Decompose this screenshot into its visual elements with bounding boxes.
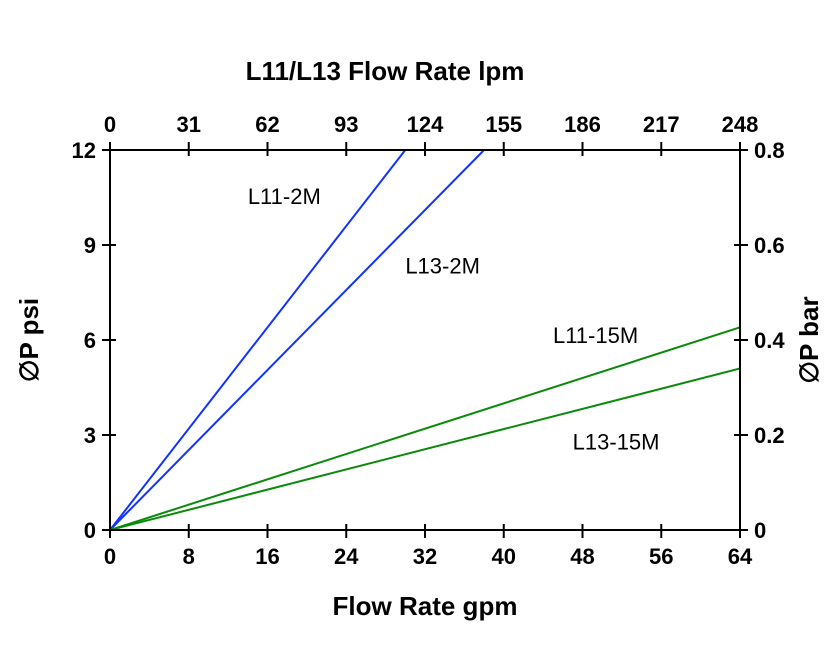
chart-container: 0816243240485664031629312415518621724803… — [0, 0, 832, 648]
y-left-tick-label: 12 — [72, 138, 96, 163]
x-bottom-tick-label: 24 — [334, 544, 359, 569]
x-top-tick-label: 0 — [104, 112, 116, 137]
y-right-tick-label: 0 — [754, 518, 766, 543]
y-left-tick-label: 6 — [84, 328, 96, 353]
series-label-l11-15m: L11-15M — [553, 323, 638, 348]
x-bottom-tick-label: 0 — [104, 544, 116, 569]
series-label-l13-15m: L13-15M — [573, 429, 660, 454]
x-top-tick-label: 217 — [643, 112, 680, 137]
chart-title-left: ∅P psi — [14, 298, 44, 382]
y-right-tick-label: 0.6 — [754, 233, 785, 258]
y-left-tick-label: 0 — [84, 518, 96, 543]
x-bottom-tick-label: 32 — [413, 544, 437, 569]
x-bottom-tick-label: 64 — [728, 544, 753, 569]
series-label-l11-2m: L11-2M — [248, 184, 321, 209]
axis-box — [110, 150, 740, 530]
x-bottom-tick-label: 48 — [570, 544, 594, 569]
chart-title-right: ∅P bar — [794, 296, 824, 383]
x-bottom-tick-label: 8 — [183, 544, 195, 569]
y-right-tick-label: 0.8 — [754, 138, 785, 163]
chart-title-top: L11/L13 Flow Rate lpm — [246, 56, 525, 86]
x-top-tick-label: 186 — [564, 112, 601, 137]
x-top-tick-label: 124 — [407, 112, 444, 137]
x-top-tick-label: 155 — [485, 112, 522, 137]
x-bottom-tick-label: 16 — [255, 544, 279, 569]
y-right-tick-label: 0.2 — [754, 423, 785, 448]
chart-title-bottom: Flow Rate gpm — [333, 591, 518, 621]
y-left-tick-label: 9 — [84, 233, 96, 258]
x-top-tick-label: 93 — [334, 112, 358, 137]
pressure-flow-chart: 0816243240485664031629312415518621724803… — [0, 0, 832, 648]
y-right-tick-label: 0.4 — [754, 328, 785, 353]
x-top-tick-label: 31 — [177, 112, 201, 137]
series-label-l13-2m: L13-2M — [405, 254, 480, 279]
y-left-tick-label: 3 — [84, 423, 96, 448]
x-top-tick-label: 248 — [722, 112, 759, 137]
x-bottom-tick-label: 56 — [649, 544, 673, 569]
x-top-tick-label: 62 — [255, 112, 279, 137]
x-bottom-tick-label: 40 — [492, 544, 516, 569]
